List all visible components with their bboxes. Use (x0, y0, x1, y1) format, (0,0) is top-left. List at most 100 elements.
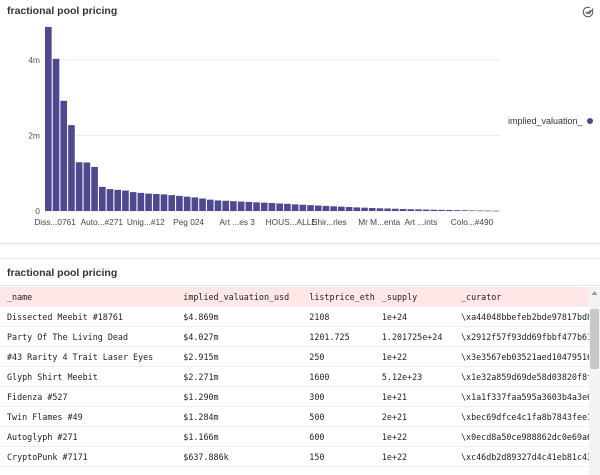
column-header[interactable]: listprice_eth (302, 287, 375, 307)
chart-bar[interactable] (60, 100, 68, 211)
chart-bar[interactable] (430, 209, 438, 211)
table-row[interactable]: Glyph Shirt Meebit $2.271m 1600 5.12e+23 \x1… (0, 366, 600, 387)
chart-bar[interactable] (122, 190, 129, 211)
table-row[interactable]: CryptoPunk #7171 $637.886k 150 1e+22 \xc46db… (0, 446, 600, 467)
chart-bar[interactable] (237, 201, 245, 211)
table-cell: $637.886k (176, 446, 303, 467)
check-circle-icon[interactable] (582, 6, 594, 18)
table-cell: 1600 (302, 366, 375, 387)
column-header[interactable]: _name (0, 287, 177, 307)
column-header[interactable]: implied_valuation_usd (176, 287, 303, 307)
scroll-up-arrow-icon[interactable] (590, 289, 599, 297)
chart-bar[interactable] (453, 210, 461, 211)
chart-bar[interactable] (461, 210, 469, 211)
chart-bar[interactable] (392, 208, 399, 211)
chart-bar[interactable] (484, 210, 492, 212)
chart-bar[interactable] (330, 206, 337, 211)
chart-bar[interactable] (338, 206, 345, 211)
table-cell: $1.284m (176, 406, 303, 427)
table-cell: 500 (302, 406, 375, 427)
table-cell: \x3e3567eb03521aed1047951620cd (453, 346, 600, 367)
chart-bar[interactable] (114, 189, 122, 211)
table-row[interactable]: Autoglyph #271 $1.166m 600 1e+22 \x0ecd8a50c… (0, 426, 600, 447)
chart-bar[interactable] (268, 203, 276, 211)
chart-bar[interactable] (191, 197, 199, 211)
chart-bar[interactable] (284, 203, 291, 211)
chart-bar[interactable] (438, 209, 445, 211)
chart-bar[interactable] (152, 193, 160, 211)
x-tick-label: Diss...0761 (34, 217, 76, 227)
chart-bar[interactable] (260, 202, 268, 211)
scrollbar-thumb[interactable] (590, 309, 599, 369)
table-cell: $4.869m (176, 306, 303, 327)
divider (0, 285, 600, 286)
x-tick-label: Shir...rles (312, 217, 347, 227)
chart-bar[interactable] (45, 26, 52, 212)
chart-bar[interactable] (299, 204, 307, 211)
chart-bar[interactable] (353, 207, 361, 211)
chart-bar[interactable] (129, 192, 137, 211)
table-cell: \x0ecd8a50ce988862dc0e69a66915 (453, 426, 600, 447)
chart-bar[interactable] (206, 199, 214, 211)
column-header[interactable]: _supply (374, 287, 454, 307)
chart-bar[interactable] (106, 189, 114, 211)
chart-bar[interactable] (361, 207, 368, 211)
table-cell: \xbec69dfce4c1fa8b7843fee1ca85 (453, 406, 600, 427)
chart-bar[interactable] (168, 195, 176, 211)
chart-bar[interactable] (230, 201, 237, 211)
table-cell: 5.12e+23 (374, 366, 454, 387)
chart-bar[interactable] (52, 58, 60, 211)
chart-bar[interactable] (415, 209, 422, 211)
chart-bar[interactable] (368, 207, 376, 211)
chart-bar[interactable] (98, 186, 106, 211)
table-row[interactable]: Party Of The Living Dead $4.027m 1201.725 1… (0, 326, 600, 347)
table-header-row: _name implied_valuation_usd listprice_et… (0, 287, 600, 307)
chart-bar[interactable] (214, 200, 222, 211)
chart-bar[interactable] (376, 208, 384, 211)
table-row[interactable]: Twin Flames #49 $1.284m 500 2e+21 \xbec69dfc… (0, 406, 600, 427)
table-row[interactable]: Fidenza #527 $1.290m 300 1e+21 \x1a1f337faa5… (0, 386, 600, 407)
chart-bar[interactable] (68, 125, 75, 211)
chart-bar[interactable] (307, 205, 314, 211)
chart-bar[interactable] (75, 162, 83, 211)
table-cell: Twin Flames #49 (0, 406, 177, 427)
chart-bar[interactable] (245, 201, 253, 211)
data-table: _name implied_valuation_usd listprice_et… (0, 287, 600, 467)
chart-bar[interactable] (384, 208, 391, 211)
chart-bar[interactable] (137, 192, 145, 211)
chart-bar[interactable] (345, 207, 353, 211)
scrollbar-track[interactable] (589, 287, 600, 475)
chart-bar[interactable] (91, 166, 98, 211)
chart-bar[interactable] (399, 208, 407, 211)
chart-bar[interactable] (199, 198, 206, 211)
table-cell: 2108 (302, 306, 375, 327)
legend-marker (586, 118, 593, 124)
y-tick-label: 4m (28, 55, 40, 65)
table-cell: $2.271m (176, 366, 303, 387)
chart-bar[interactable] (469, 210, 476, 211)
chart-bar[interactable] (422, 209, 430, 211)
table-cell: 1e+22 (374, 426, 454, 447)
table-row[interactable]: #43 Rarity 4 Trait Laser Eyes $2.915m 250 1… (0, 346, 600, 367)
table-row[interactable]: Dissected Meebit #18761 $4.869m 2108 1e+24 \… (0, 306, 600, 327)
chart-bar[interactable] (291, 204, 299, 211)
chart-bar[interactable] (83, 162, 91, 211)
x-tick-label: Colo...#490 (451, 217, 494, 227)
chart-bar[interactable] (253, 202, 260, 211)
chart-bar[interactable] (176, 195, 183, 211)
column-header[interactable]: _curator (453, 287, 600, 307)
chart-bar[interactable] (160, 194, 168, 211)
table-cell: 2e+21 (374, 406, 454, 427)
chart-bar[interactable] (492, 210, 499, 212)
chart-bar[interactable] (322, 205, 330, 211)
chart-bar[interactable] (407, 209, 415, 211)
chart-bar[interactable] (476, 210, 484, 212)
chart-bar[interactable] (145, 193, 152, 211)
table-panel-title: fractional pool pricing (7, 267, 118, 279)
chart-bar[interactable] (314, 205, 322, 211)
y-tick-label: 2m (28, 130, 40, 140)
chart-bar[interactable] (183, 196, 191, 211)
chart-bar[interactable] (446, 210, 453, 211)
chart-bar[interactable] (276, 203, 283, 211)
chart-bar[interactable] (222, 200, 229, 211)
